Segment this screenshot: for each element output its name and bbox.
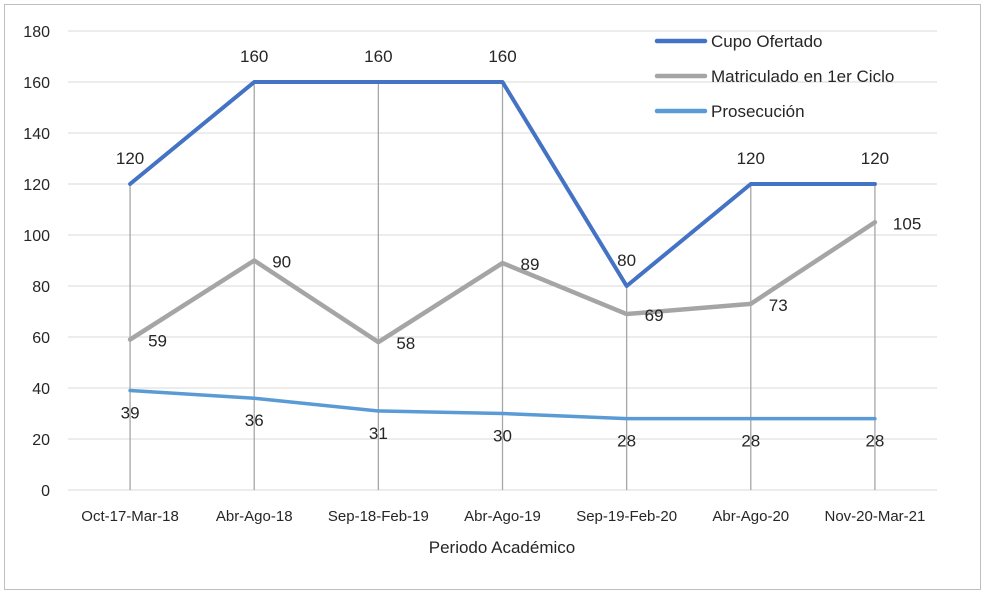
data-label: 69 (645, 306, 664, 325)
legend: Cupo Ofertado Matriculado en 1er Ciclo Pro… (654, 32, 894, 121)
x-tick-label: Sep-19-Feb-20 (576, 508, 677, 525)
x-tick-label: Nov-20-Mar-21 (824, 508, 925, 525)
y-axis-ticks: 0 20 40 60 80 100 120 140 160 180 (23, 24, 50, 500)
x-axis-title: Periodo Académico (429, 538, 575, 557)
y-tick-label: 20 (32, 432, 50, 449)
legend-label: Cupo Ofertado (711, 32, 823, 51)
data-label: 90 (272, 253, 291, 272)
y-tick-label: 80 (32, 279, 50, 296)
data-label: 160 (488, 47, 516, 66)
data-label: 160 (364, 47, 392, 66)
data-label: 59 (148, 332, 167, 351)
data-label: 39 (121, 404, 140, 423)
x-tick-label: Oct-17-Mar-18 (81, 508, 179, 525)
series-line (127, 220, 878, 345)
y-tick-label: 100 (23, 228, 50, 245)
data-labels: 120 160 160 160 80 120 120 59 90 58 89 69 73 105 39 36 3… (116, 47, 921, 451)
y-tick-label: 40 (32, 381, 50, 398)
data-label: 120 (116, 149, 144, 168)
data-label: 28 (865, 432, 884, 451)
data-label: 80 (617, 251, 636, 270)
chart-frame (4, 4, 981, 590)
data-label: 58 (396, 334, 415, 353)
x-tick-label: Abr-Ago-20 (712, 508, 789, 525)
data-label: 31 (369, 424, 388, 443)
data-label: 28 (741, 432, 760, 451)
data-label: 120 (861, 149, 889, 168)
y-tick-label: 180 (23, 24, 50, 41)
data-label: 105 (893, 214, 921, 233)
data-label: 89 (521, 255, 540, 274)
x-axis-ticks: Oct-17-Mar-18 Abr-Ago-18 Sep-18-Feb-19 Abr-… (81, 508, 925, 525)
data-label: 36 (245, 411, 264, 430)
series-line (128, 80, 877, 288)
x-tick-label: Abr-Ago-19 (464, 508, 541, 525)
legend-label: Prosecución (711, 102, 805, 121)
y-tick-label: 0 (41, 483, 50, 500)
legend-label: Matriculado en 1er Ciclo (711, 67, 894, 86)
y-tick-label: 120 (23, 177, 50, 194)
series-lines (127, 80, 878, 421)
series-line (128, 388, 877, 421)
data-label: 73 (769, 296, 788, 315)
y-tick-label: 60 (32, 330, 50, 347)
y-tick-label: 140 (23, 126, 50, 143)
x-tick-label: Abr-Ago-18 (216, 508, 293, 525)
data-label: 120 (737, 149, 765, 168)
data-label: 30 (493, 427, 512, 446)
y-tick-label: 160 (23, 75, 50, 92)
x-tick-label: Sep-18-Feb-19 (328, 508, 429, 525)
data-label: 28 (617, 432, 636, 451)
data-label: 160 (240, 47, 268, 66)
